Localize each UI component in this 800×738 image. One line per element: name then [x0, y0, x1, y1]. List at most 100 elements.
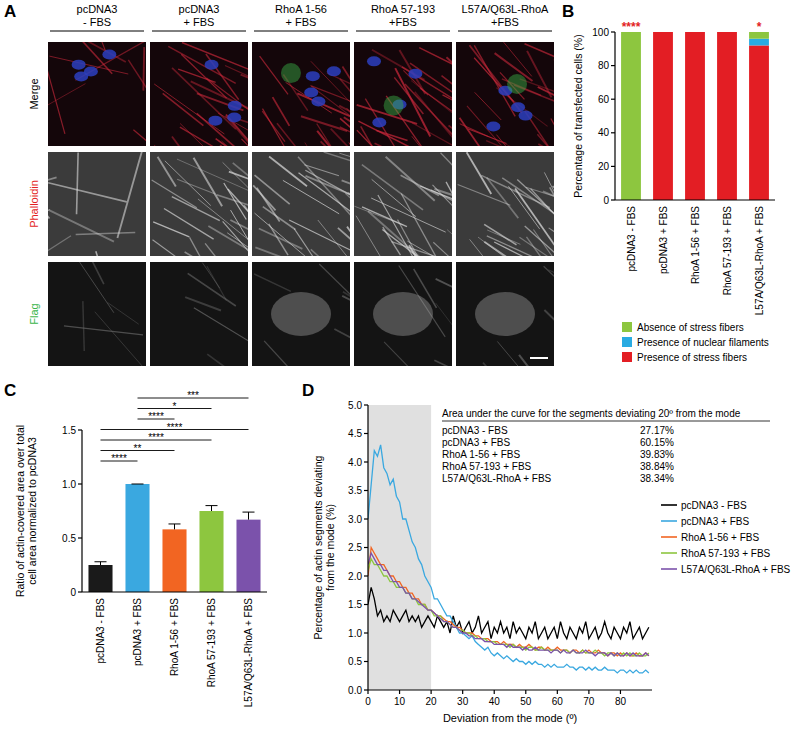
bar-segment — [717, 32, 737, 200]
y-tick — [364, 661, 368, 662]
nucleus — [227, 112, 241, 122]
fiber — [311, 86, 350, 108]
fiber — [467, 106, 501, 146]
fiber — [202, 263, 220, 289]
fiber — [343, 292, 350, 312]
fiber — [64, 326, 143, 335]
fiber — [86, 42, 106, 52]
bar-segment — [653, 32, 673, 200]
nucleus — [228, 101, 242, 111]
fiber — [497, 341, 553, 366]
fiber — [419, 48, 452, 71]
nucleus — [519, 111, 533, 121]
nucleus — [511, 102, 525, 112]
fiber — [255, 247, 299, 256]
error-cap — [242, 512, 254, 513]
shaded-region — [368, 405, 431, 690]
fiber — [338, 228, 350, 256]
image-background — [252, 42, 350, 146]
y-tick-label: 2.0 — [348, 571, 362, 582]
fiber — [324, 152, 350, 162]
fiber — [405, 84, 452, 139]
fiber — [190, 237, 218, 256]
table-cell: 39.83% — [640, 449, 674, 460]
image-texture — [260, 56, 350, 146]
image-texture — [357, 48, 452, 146]
fiber — [432, 185, 452, 207]
y-tick — [364, 518, 368, 519]
table-cell: RhoA 1-56 + FBS — [442, 449, 520, 460]
image-texture — [354, 153, 452, 256]
fiber — [321, 141, 350, 146]
flag-signal — [271, 292, 331, 336]
fiber — [172, 137, 199, 146]
bar-segment — [717, 32, 737, 33]
table-cell: 27.17% — [640, 425, 674, 436]
x-tick-label: pcDNA3 - FBS — [626, 206, 637, 272]
comparison-label: **** — [111, 453, 127, 464]
y-axis — [614, 32, 615, 200]
bar-segment — [653, 32, 673, 33]
x-tick — [557, 690, 558, 694]
error-cap — [168, 523, 180, 524]
y-tick — [78, 429, 82, 430]
fiber — [554, 59, 555, 117]
image-background — [354, 262, 452, 366]
fiber — [117, 152, 141, 238]
fiber — [52, 42, 113, 74]
nucleus — [72, 60, 86, 70]
fiber — [334, 329, 350, 361]
fiber — [95, 312, 146, 366]
fiber — [180, 127, 233, 146]
y-axis-label: Percentage of transfected cells (%) — [572, 34, 584, 197]
y-tick — [611, 199, 615, 200]
x-tick-label: 70 — [583, 696, 595, 707]
plot-area — [88, 484, 260, 592]
legend-label: L57A/Q63L-RhoA + FBS — [681, 564, 791, 575]
image-texture — [64, 262, 146, 366]
micrograph — [48, 234, 150, 375]
fiber — [433, 242, 452, 256]
series-line — [368, 445, 649, 673]
header-rule — [254, 31, 348, 32]
fiber — [436, 303, 452, 336]
x-tick-label: 30 — [457, 696, 469, 707]
bar — [236, 520, 260, 592]
table-title: Area under the curve for the segments de… — [442, 408, 741, 419]
error-bar — [168, 524, 180, 529]
fiber — [317, 131, 337, 146]
fiber — [273, 97, 290, 126]
y-tick-label: 0.5 — [348, 656, 362, 667]
error-line — [174, 524, 175, 529]
x-tick-label: pcDNA3 - FBS — [95, 598, 106, 664]
y-tick — [611, 99, 615, 100]
fiber — [255, 213, 316, 256]
nucleus — [306, 71, 320, 81]
fiber — [458, 185, 511, 206]
legend-swatch — [622, 322, 632, 332]
fiber — [77, 153, 79, 215]
x-tick-label: RhoA 1-56 + FBS — [169, 598, 180, 676]
flag-signal — [384, 95, 404, 115]
fiber — [443, 95, 452, 109]
y-tick-label: 0 — [603, 195, 609, 206]
fiber — [340, 118, 350, 144]
nucleus — [205, 60, 219, 70]
error-bar — [94, 562, 106, 565]
image-background — [150, 262, 248, 366]
error-cap — [131, 484, 143, 485]
fiber — [108, 303, 139, 325]
image-texture — [254, 264, 350, 366]
x-tick — [431, 690, 432, 694]
table-cell: 38.34% — [640, 473, 674, 484]
y-axis — [81, 430, 82, 592]
x-tick-label: 60 — [552, 696, 564, 707]
y-tick-label: 0.0 — [348, 685, 362, 696]
fiber — [347, 227, 350, 256]
y-tick — [364, 604, 368, 605]
legend-label: Absence of stress fibers — [637, 322, 744, 333]
legend-swatch — [661, 504, 677, 506]
image-texture — [458, 152, 554, 256]
table-cell: RhoA 57-193 + FBS — [442, 461, 532, 472]
fiber — [441, 153, 452, 217]
